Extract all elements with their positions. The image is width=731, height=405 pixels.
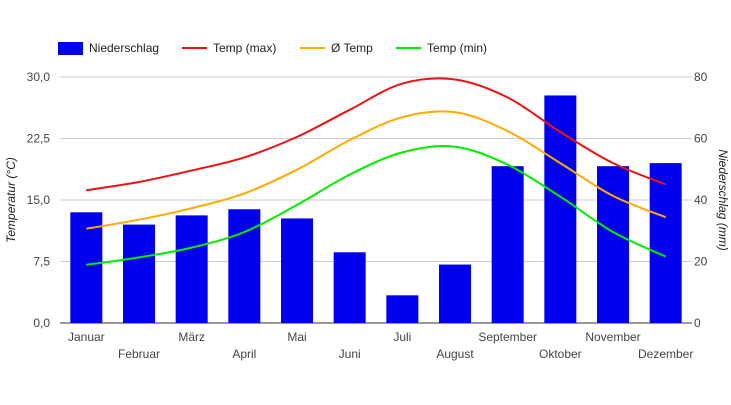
bar-niederschlag: [386, 295, 419, 323]
legend-item-niederschlag: Niederschlag: [58, 41, 159, 55]
bars: [70, 95, 682, 323]
legend-label: Niederschlag: [89, 41, 159, 55]
x-tick-label: Oktober: [539, 347, 582, 361]
bar-niederschlag: [544, 95, 577, 323]
x-tick-label: März: [178, 330, 205, 344]
y-right-tick-label: 20: [694, 255, 708, 269]
x-tick-label: Januar: [68, 330, 105, 344]
legend-label: Temp (max): [213, 41, 276, 55]
x-tick-label: April: [232, 347, 256, 361]
y-right-tick-label: 80: [694, 70, 708, 84]
legend-swatch: [58, 42, 83, 55]
bar-niederschlag: [175, 215, 208, 323]
y-left-tick-label: 30,0: [27, 70, 51, 84]
legend-item-temp: Ø Temp: [300, 41, 373, 55]
bar-niederschlag: [597, 166, 629, 323]
y-left-tick-label: 22,5: [27, 132, 51, 146]
y-axis-right-title: Niederschlag (mm): [716, 149, 730, 250]
bar-niederschlag: [491, 166, 524, 323]
line-temp-max: [86, 77, 667, 192]
lines: [86, 77, 667, 266]
line-temp-min: [86, 145, 667, 266]
legend-label: Ø Temp: [331, 41, 373, 55]
x-tick-label: August: [436, 347, 474, 361]
y-left-tick-label: 15,0: [27, 193, 51, 207]
y-right-tick-label: 40: [694, 193, 708, 207]
x-tick-label: September: [478, 330, 537, 344]
x-tick-label: Juli: [393, 330, 411, 344]
right-axis: 0 20 40 60 80: [694, 70, 708, 330]
x-tick-label: Mai: [287, 330, 306, 344]
bar-niederschlag: [333, 252, 366, 323]
x-tick-label: Juni: [339, 347, 361, 361]
grid: [60, 76, 692, 324]
bar-niederschlag: [439, 264, 471, 323]
legend-item-temp-max: Temp (max): [182, 41, 276, 55]
y-left-tick-label: 0,0: [33, 316, 50, 330]
y-right-tick-label: 0: [694, 316, 701, 330]
line-temp: [86, 110, 667, 230]
left-axis: 0,0 7,5 15,0 22,5 30,0: [27, 70, 51, 330]
legend-item-temp-min: Temp (min): [396, 41, 487, 55]
bar-niederschlag: [123, 224, 155, 323]
x-tick-label: Februar: [118, 347, 160, 361]
y-right-tick-label: 60: [694, 132, 708, 146]
x-axis: Januar Februar März April Mai Juni Juli August S…: [68, 330, 693, 361]
y-left-tick-label: 7,5: [33, 255, 50, 269]
x-tick-label: November: [585, 330, 640, 344]
x-tick-label: Dezember: [638, 347, 693, 361]
bar-niederschlag: [649, 163, 682, 323]
legend: Niederschlag Temp (max) Ø Temp Temp (min): [58, 41, 487, 55]
legend-label: Temp (min): [427, 41, 487, 55]
bar-niederschlag: [70, 212, 103, 323]
bar-niederschlag: [281, 218, 313, 323]
y-axis-left-title: Temperatur (°C): [4, 157, 18, 243]
